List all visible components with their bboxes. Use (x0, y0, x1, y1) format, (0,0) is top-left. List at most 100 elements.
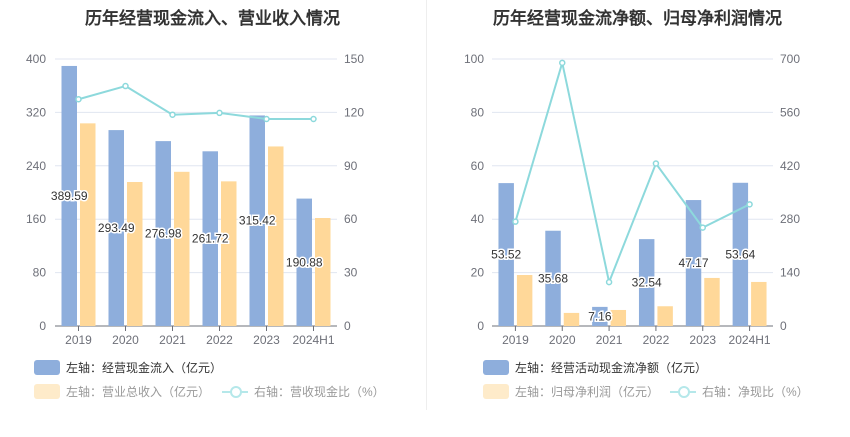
bar-value-label: 7.16 (588, 309, 612, 323)
bar-value-label: 293.49 (98, 221, 135, 235)
left-axis-tick: 0 (39, 319, 46, 333)
bar-0-primary (155, 141, 171, 326)
ratio-point (746, 201, 753, 208)
ratio-point (512, 218, 519, 225)
left-axis-tick: 240 (26, 159, 46, 173)
legend-label: 左轴：营业总收入（亿元） (66, 385, 211, 399)
ratio-point (216, 109, 223, 117)
chart-panel-left: 历年经营现金流入、营业收入情况 左轴：经营现金流入（亿元） 左轴：营业总收入（亿… (34, 9, 385, 400)
bar-value-label: 53.64 (725, 247, 755, 261)
legend-item-revenue[interactable]: 左轴：营业总收入（亿元） (34, 383, 210, 400)
bar-1-secondary (751, 281, 767, 326)
right-axis-tick: 140 (780, 266, 800, 280)
ratio-point (75, 95, 82, 103)
bar-0-secondary (174, 171, 190, 326)
ratio-line (514, 62, 751, 286)
ratio-point (310, 115, 317, 123)
right-axis-tick: 560 (780, 105, 800, 119)
x-axis-label: 2020 (112, 333, 139, 347)
bar-0-secondary (315, 217, 331, 326)
right-axis-tick: 150 (344, 52, 364, 66)
left-axis-tick: 80 (471, 105, 485, 119)
right-axis-tick: 30 (344, 266, 358, 280)
bar-1-primary (498, 183, 514, 326)
legend-label: 左轴：经营现金流入（亿元） (66, 361, 223, 375)
right-axis-tick: 700 (780, 52, 800, 66)
right-axis-tick: 120 (344, 105, 364, 119)
legend-swatch (34, 384, 60, 399)
ratio-point (699, 224, 706, 231)
legend-item-profit[interactable]: 左轴：归母净利润（亿元） (483, 383, 659, 400)
right-axis-tick: 0 (780, 319, 787, 333)
legend-label: 右轴：净现比（%） (702, 385, 809, 399)
bar-1-primary (592, 306, 608, 326)
bar-1-primary (545, 230, 561, 326)
bar-1-secondary (704, 277, 720, 326)
bar-1-secondary (563, 312, 580, 326)
legend-swatch (34, 360, 60, 375)
legend-item-ratio[interactable]: 右轴：净现比（%） (670, 383, 809, 400)
legend-item-inflow[interactable]: 左轴：经营现金流入（亿元） (34, 359, 222, 376)
bar-value-label: 276.98 (145, 227, 182, 241)
bar-1-primary (685, 200, 702, 326)
chart-title: 历年经营现金流净额、归母净利润情况 (493, 9, 782, 28)
legend-swatch (483, 384, 509, 399)
chart-panel-right: 历年经营现金流净额、归母净利润情况 左轴：经营活动现金流净额（亿元） 左轴：归母… (425, 0, 850, 437)
bar-0-primary (249, 115, 265, 326)
bar-0-primary (61, 65, 77, 327)
x-axis-label: 2022 (643, 333, 670, 347)
ratio-point (652, 160, 660, 167)
bar-value-label: 47.17 (679, 256, 709, 270)
bar-1-secondary (516, 275, 533, 326)
legend-label: 左轴：经营活动现金流净额（亿元） (515, 361, 708, 375)
ratio-point (605, 278, 613, 286)
x-axis-label: 2019 (65, 333, 92, 347)
ratio-point (559, 59, 566, 67)
right-axis-tick: 90 (344, 159, 358, 173)
left-axis-tick: 40 (471, 212, 485, 226)
left-axis-tick: 0 (477, 319, 484, 333)
x-axis-label: 2024H1 (292, 333, 334, 347)
bar-0-primary (202, 151, 218, 326)
legend-line-icon (222, 384, 248, 399)
bar-1-primary (732, 182, 749, 326)
x-axis-label: 2020 (549, 333, 576, 347)
divider (426, 0, 427, 410)
x-axis-label: 2019 (502, 333, 529, 347)
x-axis-label: 2024H1 (729, 333, 771, 347)
legend-line-icon (670, 384, 696, 399)
right-axis-tick: 280 (780, 212, 800, 226)
x-axis-label: 2021 (159, 333, 186, 347)
left-axis-tick: 80 (33, 266, 47, 280)
x-axis-label: 2022 (206, 333, 233, 347)
x-axis-label: 2021 (596, 333, 623, 347)
right-axis-tick: 0 (344, 319, 351, 333)
ratio-point (263, 115, 270, 123)
x-axis-label: 2023 (253, 333, 280, 347)
bar-0-secondary (221, 181, 237, 326)
left-axis-tick: 400 (26, 52, 46, 66)
legend-swatch (483, 360, 509, 375)
bar-0-primary (108, 130, 124, 326)
bar-1-secondary (610, 309, 627, 326)
left-axis-tick: 60 (471, 159, 485, 173)
legend-item-ratio[interactable]: 右轴：营收现金比（%） (222, 383, 385, 400)
bar-value-label: 190.88 (286, 255, 323, 269)
ratio-point (122, 82, 129, 90)
legend-label: 左轴：归母净利润（亿元） (515, 385, 660, 399)
bar-0-secondary (127, 182, 143, 326)
left-axis-tick: 100 (464, 52, 484, 66)
left-axis-tick: 320 (26, 105, 46, 119)
bar-0-primary (296, 198, 312, 326)
bar-value-label: 32.54 (632, 276, 662, 290)
chart-title: 历年经营现金流入、营业收入情况 (85, 9, 340, 28)
x-axis-label: 2023 (689, 333, 716, 347)
left-axis-tick: 160 (26, 212, 46, 226)
right-axis-tick: 60 (344, 212, 358, 226)
right-axis-tick: 420 (780, 159, 800, 173)
bar-0-secondary (80, 123, 96, 326)
bar-1-primary (638, 239, 655, 326)
legend-item-netflow[interactable]: 左轴：经营活动现金流净额（亿元） (483, 359, 707, 376)
bar-1-secondary (657, 306, 673, 326)
